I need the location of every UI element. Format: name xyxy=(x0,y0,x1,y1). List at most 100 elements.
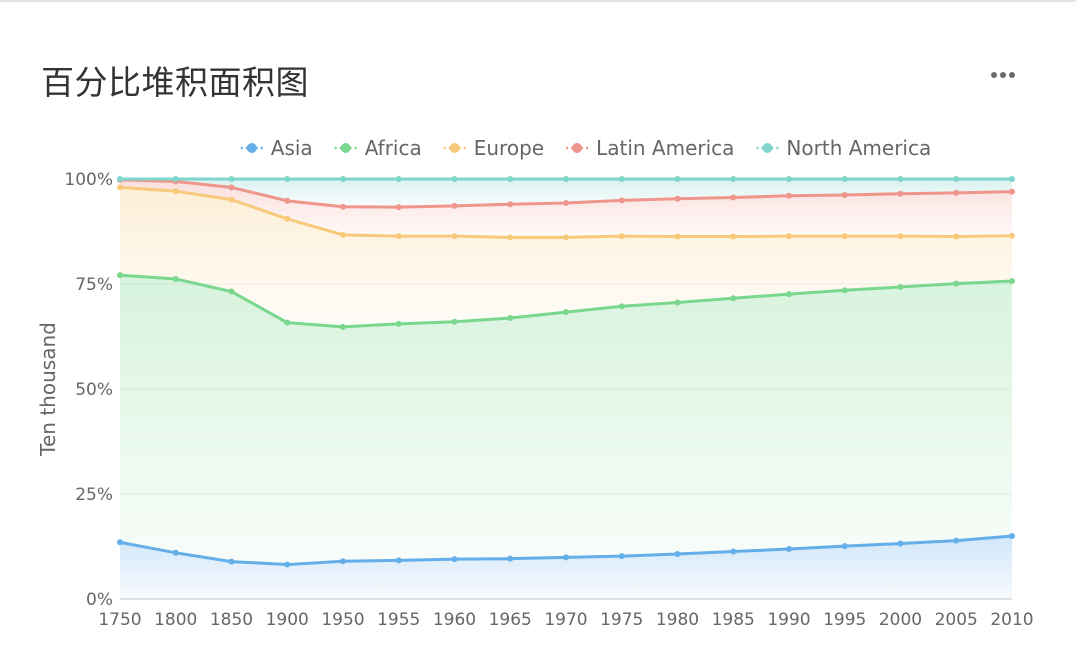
point-europe[interactable] xyxy=(451,233,458,240)
legend-item-latin-america[interactable]: Latin America xyxy=(566,136,734,160)
point-asia[interactable] xyxy=(117,539,123,546)
legend: Asia Africa Europe Latin America North Ameri… xyxy=(240,136,931,160)
point-north-america[interactable] xyxy=(228,176,235,182)
point-north-america[interactable] xyxy=(618,176,625,182)
legend-label: Latin America xyxy=(596,136,734,160)
point-latin-america[interactable] xyxy=(451,202,458,209)
point-asia[interactable] xyxy=(340,558,346,565)
point-latin-america[interactable] xyxy=(730,194,737,201)
more-options-icon[interactable] xyxy=(984,64,1022,86)
point-africa[interactable] xyxy=(1009,278,1015,285)
point-asia[interactable] xyxy=(730,548,737,555)
legend-item-north-america[interactable]: North America xyxy=(756,136,931,160)
point-europe[interactable] xyxy=(340,231,346,238)
point-europe[interactable] xyxy=(953,233,960,240)
y-tick-label: 50% xyxy=(75,380,113,400)
point-asia[interactable] xyxy=(841,543,848,550)
point-africa[interactable] xyxy=(340,323,346,330)
point-latin-america[interactable] xyxy=(507,201,514,208)
point-europe[interactable] xyxy=(730,233,737,240)
point-north-america[interactable] xyxy=(117,176,123,182)
point-north-america[interactable] xyxy=(507,176,514,182)
point-north-america[interactable] xyxy=(786,176,792,182)
point-latin-america[interactable] xyxy=(953,189,960,196)
point-latin-america[interactable] xyxy=(340,203,346,210)
point-africa[interactable] xyxy=(563,309,569,316)
point-north-america[interactable] xyxy=(172,176,179,182)
point-africa[interactable] xyxy=(786,291,792,298)
point-north-america[interactable] xyxy=(340,176,346,182)
point-latin-america[interactable] xyxy=(786,192,792,199)
point-asia[interactable] xyxy=(563,554,569,561)
point-europe[interactable] xyxy=(618,233,625,240)
point-north-america[interactable] xyxy=(674,176,681,182)
point-africa[interactable] xyxy=(451,318,458,325)
point-north-america[interactable] xyxy=(897,176,904,182)
point-asia[interactable] xyxy=(228,558,235,565)
point-europe[interactable] xyxy=(786,233,792,240)
point-europe[interactable] xyxy=(897,233,904,240)
point-africa[interactable] xyxy=(228,288,235,295)
point-africa[interactable] xyxy=(730,295,737,302)
point-latin-america[interactable] xyxy=(1009,188,1015,195)
x-tick-label: 1800 xyxy=(154,610,197,630)
point-north-america[interactable] xyxy=(841,176,848,182)
point-asia[interactable] xyxy=(674,551,681,558)
point-europe[interactable] xyxy=(395,233,402,240)
point-africa[interactable] xyxy=(618,303,625,310)
point-africa[interactable] xyxy=(395,320,402,327)
point-latin-america[interactable] xyxy=(228,184,235,191)
point-africa[interactable] xyxy=(674,299,681,306)
point-europe[interactable] xyxy=(507,234,514,241)
point-europe[interactable] xyxy=(1009,232,1015,239)
point-north-america[interactable] xyxy=(730,176,737,182)
legend-item-africa[interactable]: Africa xyxy=(334,136,422,160)
point-asia[interactable] xyxy=(1009,533,1015,539)
point-latin-america[interactable] xyxy=(284,197,291,204)
y-tick-label: 0% xyxy=(86,590,113,610)
point-europe[interactable] xyxy=(563,234,569,241)
point-africa[interactable] xyxy=(953,280,960,287)
point-africa[interactable] xyxy=(284,319,291,326)
legend-label: North America xyxy=(786,136,931,160)
point-europe[interactable] xyxy=(117,184,123,191)
point-europe[interactable] xyxy=(284,215,291,222)
x-tick-label: 1955 xyxy=(377,610,420,630)
point-asia[interactable] xyxy=(451,556,458,563)
legend-item-asia[interactable]: Asia xyxy=(240,136,313,160)
point-latin-america[interactable] xyxy=(897,190,904,197)
point-latin-america[interactable] xyxy=(395,204,402,211)
point-europe[interactable] xyxy=(674,233,681,240)
point-latin-america[interactable] xyxy=(618,197,625,204)
point-latin-america[interactable] xyxy=(674,195,681,202)
point-africa[interactable] xyxy=(117,272,123,279)
point-africa[interactable] xyxy=(507,315,514,322)
point-north-america[interactable] xyxy=(395,176,402,182)
area-latin-america xyxy=(120,179,1012,238)
point-europe[interactable] xyxy=(841,233,848,240)
point-africa[interactable] xyxy=(897,283,904,290)
point-north-america[interactable] xyxy=(953,176,960,182)
point-europe[interactable] xyxy=(172,188,179,195)
point-north-america[interactable] xyxy=(284,176,291,182)
point-asia[interactable] xyxy=(786,546,792,553)
point-north-america[interactable] xyxy=(563,176,569,182)
point-africa[interactable] xyxy=(841,287,848,294)
point-europe[interactable] xyxy=(228,196,235,203)
point-asia[interactable] xyxy=(618,553,625,560)
point-asia[interactable] xyxy=(953,537,960,544)
point-asia[interactable] xyxy=(172,549,179,556)
point-asia[interactable] xyxy=(897,540,904,547)
point-africa[interactable] xyxy=(172,275,179,282)
point-asia[interactable] xyxy=(507,555,514,562)
point-asia[interactable] xyxy=(395,557,402,564)
point-latin-america[interactable] xyxy=(563,199,569,206)
point-latin-america[interactable] xyxy=(841,191,848,198)
legend-item-europe[interactable]: Europe xyxy=(443,136,544,160)
point-north-america[interactable] xyxy=(451,176,458,182)
point-asia[interactable] xyxy=(284,561,291,568)
more-dot xyxy=(1009,72,1015,78)
legend-label: Europe xyxy=(474,136,544,160)
point-north-america[interactable] xyxy=(1009,176,1015,182)
